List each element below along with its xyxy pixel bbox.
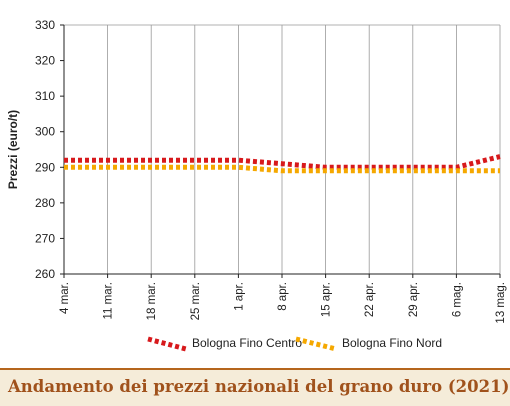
- legend-label: Bologna Fino Centro: [192, 336, 302, 350]
- x-tick-label: 29 apr.: [408, 282, 420, 317]
- y-tick-label: 310: [35, 89, 55, 103]
- legend: Bologna Fino Centro Bologna Fino Nord: [147, 336, 442, 352]
- caption-bar: Andamento dei prezzi nazionali del grano…: [0, 368, 510, 406]
- figure-caption: Andamento dei prezzi nazionali del grano…: [8, 377, 510, 396]
- legend-swatch: [147, 336, 187, 352]
- x-tick-label: 8 apr.: [277, 282, 289, 311]
- legend-label: Bologna Fino Nord: [342, 336, 442, 350]
- line-chart: 260 270 280 290 300 310 320 330 4 mar. 11 mar. 18 …: [6, 18, 507, 352]
- axis-layer: 260 270 280 290 300 310 320 330 4 mar. 11 mar. 18 …: [6, 18, 507, 324]
- y-tick-label: 290: [35, 160, 55, 174]
- x-tick-label: 4 mar.: [59, 282, 71, 314]
- series-line-bologna-fino-nord: [64, 164, 500, 174]
- x-tick-label: 18 mar.: [146, 282, 158, 320]
- x-tick-label: 15 apr.: [321, 282, 333, 317]
- y-tick-label: 280: [35, 196, 55, 210]
- series-line-bologna-fino-centro: [64, 154, 501, 170]
- x-tick-label: 22 apr.: [364, 282, 376, 317]
- y-tick-label: 330: [35, 18, 55, 32]
- x-tick-label: 13 mag.: [495, 282, 507, 324]
- series-layer: [64, 154, 501, 174]
- y-tick-label: 260: [35, 267, 55, 281]
- y-tick-label: 320: [35, 54, 55, 68]
- y-tick-label: 270: [35, 231, 55, 245]
- y-tick-label: 300: [35, 125, 55, 139]
- x-tick-label: 11 mar.: [103, 282, 115, 320]
- y-axis-title: Prezzi (euro/t): [6, 110, 20, 189]
- grid-layer: [64, 24, 501, 274]
- x-tick-label: 25 mar.: [190, 282, 202, 320]
- x-tick-label: 6 mag.: [451, 282, 463, 317]
- x-tick-label: 1 apr.: [233, 282, 245, 311]
